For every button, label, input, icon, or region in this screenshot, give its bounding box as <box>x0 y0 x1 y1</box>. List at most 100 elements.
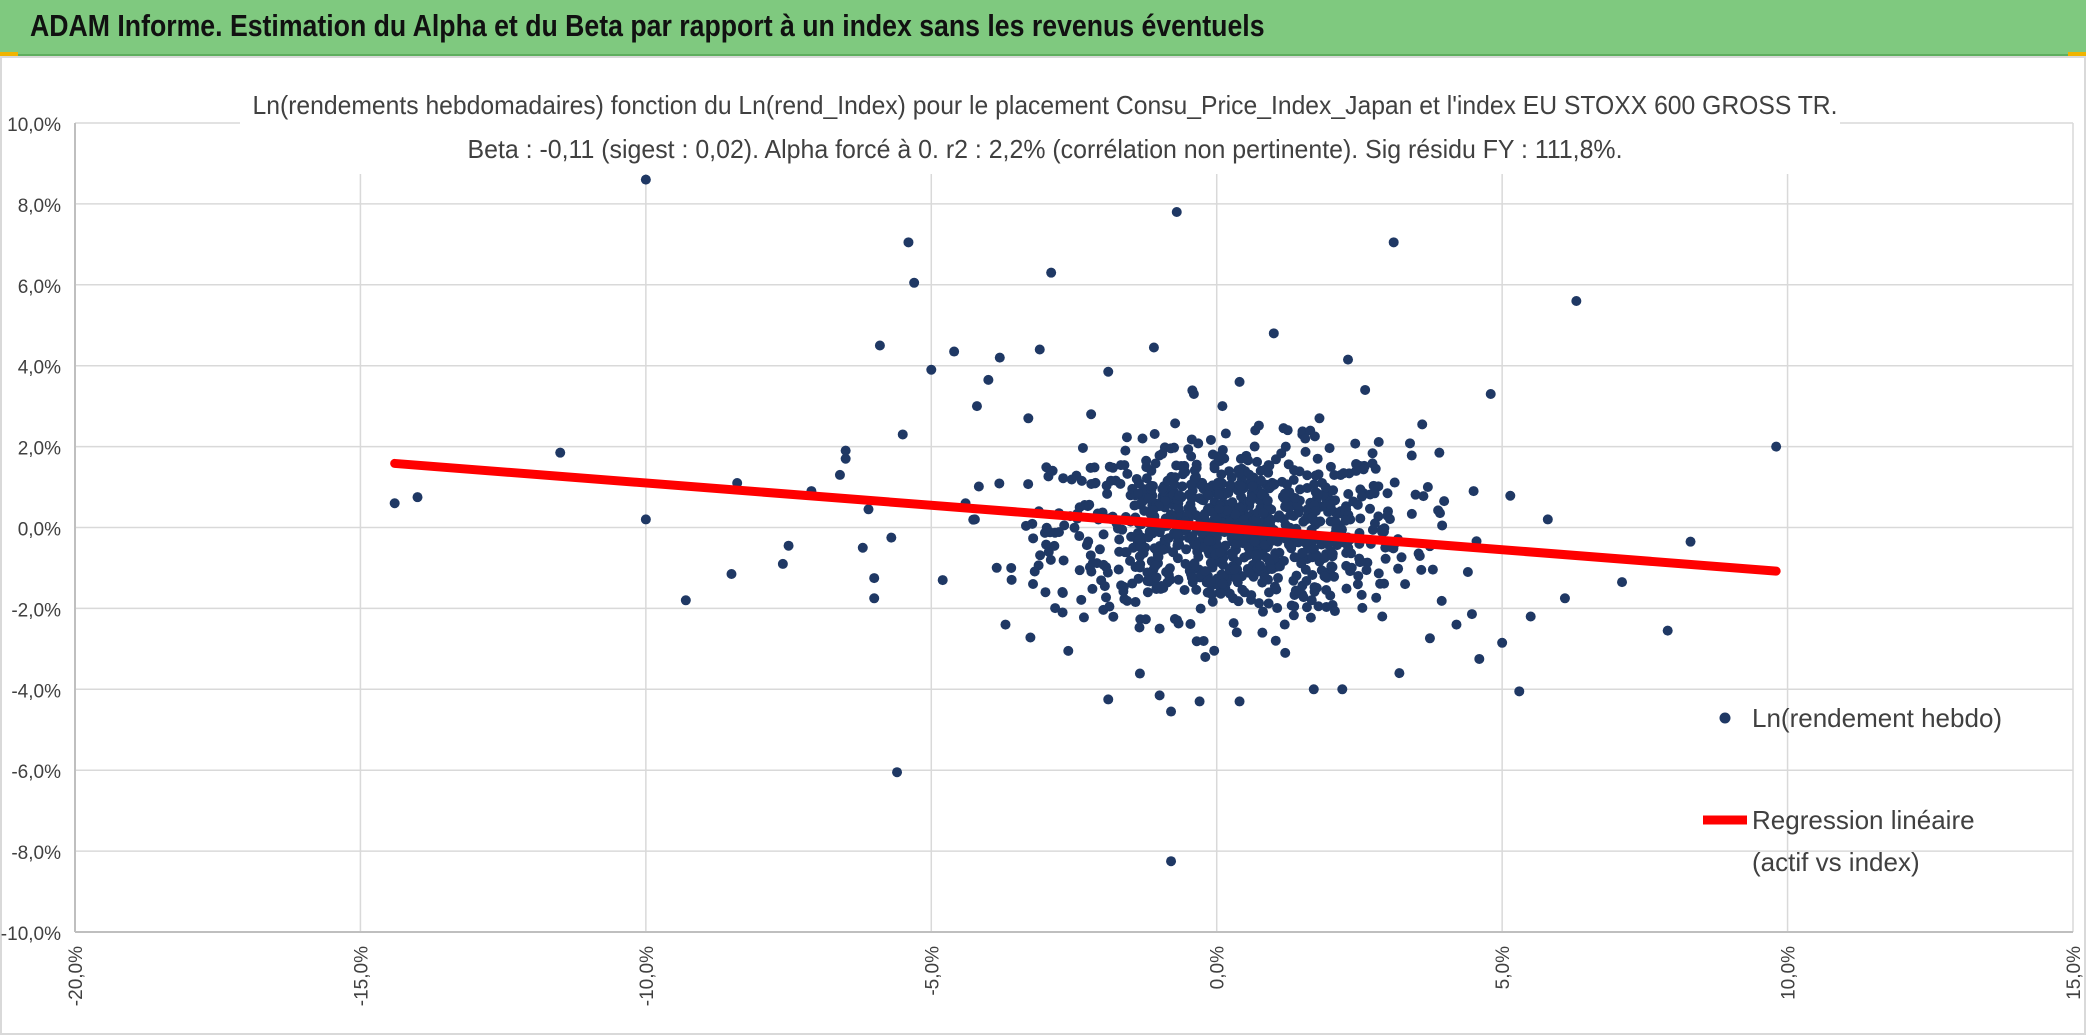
scatter-point <box>1025 632 1036 643</box>
x-tick-label: 5,0% <box>1493 946 1514 989</box>
scatter-point <box>1282 425 1293 436</box>
scatter-point <box>1298 592 1309 603</box>
scatter-point <box>1394 668 1405 679</box>
scatter-point <box>1170 418 1181 429</box>
scatter-point <box>1194 696 1205 707</box>
scatter-point <box>1141 473 1152 484</box>
scatter-point <box>1107 462 1118 473</box>
regression-layer <box>390 458 1781 576</box>
scatter-point <box>1000 619 1011 630</box>
scatter-point <box>1243 455 1254 466</box>
scatter-point <box>1046 267 1057 278</box>
scatter-point <box>1023 479 1034 490</box>
scatter-point <box>1220 428 1231 439</box>
scatter-point <box>983 374 994 385</box>
scatter-point <box>1050 603 1061 614</box>
scatter-point <box>1662 625 1673 636</box>
scatter-point <box>1135 542 1146 553</box>
scatter-point <box>1041 462 1052 473</box>
legend-label-scatter: Ln(rendement hebdo) <box>1752 703 2002 733</box>
scatter-point <box>1319 552 1330 563</box>
scatter-point <box>892 767 903 778</box>
scatter-point <box>994 478 1005 489</box>
scatter-point <box>1084 562 1095 573</box>
scatter-point <box>1474 653 1485 664</box>
scatter-point <box>1171 460 1182 471</box>
scatter-point <box>926 364 937 375</box>
y-tick-label: 0,0% <box>18 520 61 541</box>
scatter-point <box>1063 645 1074 656</box>
y-tick-label: -2,0% <box>11 600 61 621</box>
scatter-point <box>1293 507 1304 518</box>
scatter-point <box>389 498 400 509</box>
scatter-point <box>1771 441 1782 452</box>
scatter-point <box>1243 549 1254 560</box>
scatter-point <box>1035 550 1046 561</box>
scatter-point <box>1338 468 1349 479</box>
legend-label-regression-line1: Regression linéaire <box>1752 805 1975 835</box>
scatter-point <box>1216 569 1227 580</box>
scatter-point <box>1360 384 1371 395</box>
scatter-point <box>1361 565 1372 576</box>
scatter-point <box>1302 483 1313 494</box>
scatter-point <box>1191 459 1202 470</box>
scatter-point <box>1367 458 1378 469</box>
scatter-point <box>1313 601 1324 612</box>
scatter-point <box>1164 563 1175 574</box>
scatter-point <box>1439 496 1450 507</box>
scatter-point <box>1269 479 1280 490</box>
scatter-point <box>1215 547 1226 558</box>
scatter-point <box>1231 627 1242 638</box>
scatter-point <box>1209 463 1220 474</box>
scatter-point <box>1028 533 1039 544</box>
scatter-point <box>1451 619 1462 630</box>
scatter-point <box>1085 462 1096 473</box>
scatter-point <box>1341 583 1352 594</box>
scatter-point <box>1099 581 1110 592</box>
scatter-point <box>1130 597 1141 608</box>
scatter-point <box>1257 606 1268 617</box>
y-tick-label: 2,0% <box>18 439 61 460</box>
scatter-point <box>1114 534 1125 545</box>
scatter-point <box>1371 592 1382 603</box>
scatter-point <box>1308 684 1319 695</box>
scatter-point <box>1227 549 1238 560</box>
scatter-point <box>777 558 788 569</box>
scatter-point <box>1225 480 1236 491</box>
scatter-point <box>1153 551 1164 562</box>
scatter-point <box>1358 464 1369 475</box>
scatter-point <box>1285 509 1296 520</box>
scatter-point <box>1417 419 1428 430</box>
scatter-point <box>1186 493 1197 504</box>
scatter-point <box>1244 567 1255 578</box>
scatter-point <box>1384 514 1395 525</box>
scatter-point <box>903 237 914 248</box>
scatter-point <box>1057 587 1068 598</box>
scatter-point <box>1497 637 1508 648</box>
scatter-point <box>1102 488 1113 499</box>
scatter-point <box>1301 602 1312 613</box>
scatter-point <box>1280 519 1291 530</box>
scatter-point <box>1235 481 1246 492</box>
scatter-point <box>1231 538 1242 549</box>
scatter-point <box>1325 499 1336 510</box>
scatter-point <box>1200 651 1211 662</box>
scatter-point <box>1203 535 1214 546</box>
scatter-point <box>1102 567 1113 578</box>
scatter-point <box>1327 548 1338 559</box>
x-tick-label: -10,0% <box>637 946 658 1006</box>
scatter-point <box>1505 490 1516 501</box>
scatter-point <box>1134 562 1145 573</box>
scatter-point <box>1217 578 1228 589</box>
scatter-point <box>1173 502 1184 513</box>
scatter-point <box>1149 543 1160 554</box>
scatter-point <box>1343 488 1354 499</box>
scatter-point <box>1343 354 1354 365</box>
x-tick-label: -20,0% <box>66 946 87 1006</box>
legend-marker-scatter <box>1719 712 1731 724</box>
y-tick-label: -4,0% <box>11 681 61 702</box>
scatter-point <box>1525 611 1536 622</box>
scatter-point <box>1308 543 1319 554</box>
scatter-point <box>1121 547 1132 558</box>
scatter-point <box>1410 489 1421 500</box>
